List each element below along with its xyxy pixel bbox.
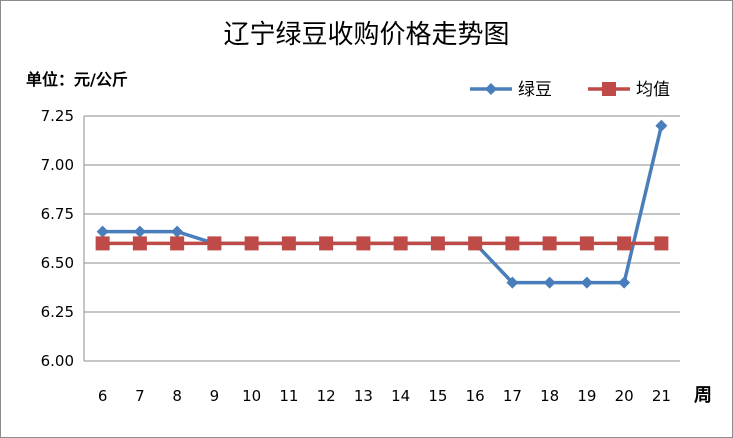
x-tick-label: 16 — [466, 387, 485, 405]
data-point-marker — [95, 236, 110, 251]
data-point-marker — [655, 119, 668, 132]
unit-label: 单位：元/公斤 — [26, 70, 128, 89]
data-point-marker — [393, 236, 408, 251]
x-tick-label: 6 — [98, 387, 108, 405]
data-point-marker — [356, 236, 371, 251]
legend-marker — [485, 83, 497, 95]
series-line-0 — [102, 125, 664, 285]
y-axis-ticks: 6.00 6.25 6.50 6.75 7.00 7.25 — [41, 107, 74, 370]
series-group — [95, 119, 669, 289]
data-point-marker — [468, 236, 483, 251]
data-point-marker — [244, 236, 259, 251]
y-tick-label: 6.75 — [41, 205, 74, 223]
gridlines — [83, 115, 680, 362]
data-point-marker — [542, 236, 557, 251]
data-point-marker — [319, 236, 334, 251]
x-axis-ticks: 6 7 8 9 10 11 12 13 14 15 16 17 18 19 20 21 — [98, 387, 671, 405]
x-tick-label: 9 — [210, 387, 220, 405]
data-point-marker — [171, 225, 184, 238]
x-tick-label: 18 — [540, 387, 559, 405]
data-point-marker — [96, 225, 109, 238]
data-point-marker — [505, 236, 520, 251]
y-tick-label: 7.25 — [41, 107, 74, 125]
y-tick-label: 6.50 — [41, 254, 74, 272]
x-tick-label: 7 — [135, 387, 145, 405]
data-point-marker — [170, 236, 185, 251]
data-point-marker — [580, 276, 593, 289]
data-point-marker — [654, 236, 669, 251]
legend: 绿豆 均值 — [470, 80, 670, 100]
x-tick-label: 8 — [172, 387, 182, 405]
x-tick-label: 14 — [391, 387, 410, 405]
data-point-marker — [506, 276, 519, 289]
y-tick-label: 6.25 — [41, 303, 74, 321]
data-point-marker — [207, 236, 222, 251]
x-tick-label: 21 — [652, 387, 671, 405]
y-tick-label: 7.00 — [41, 156, 74, 174]
data-point-marker — [579, 236, 594, 251]
data-point-marker — [132, 236, 147, 251]
data-point-marker — [430, 236, 445, 251]
chart-title: 辽宁绿豆收购价格走势图 — [223, 20, 510, 50]
x-tick-label: 11 — [279, 387, 298, 405]
x-tick-label: 19 — [577, 387, 596, 405]
x-tick-label: 10 — [242, 387, 261, 405]
x-tick-label: 13 — [354, 387, 373, 405]
legend-label: 绿豆 — [518, 80, 552, 100]
x-tick-label: 17 — [503, 387, 522, 405]
legend-marker — [602, 82, 616, 96]
legend-label: 均值 — [636, 80, 670, 100]
data-point-marker — [281, 236, 296, 251]
x-tick-label: 15 — [428, 387, 447, 405]
data-point-marker — [617, 236, 632, 251]
x-tick-label: 12 — [317, 387, 336, 405]
x-axis-label: 周 — [694, 385, 712, 406]
data-point-marker — [133, 225, 146, 238]
data-point-marker — [543, 276, 556, 289]
data-point-marker — [618, 276, 631, 289]
y-tick-label: 6.00 — [41, 352, 74, 370]
x-tick-label: 20 — [615, 387, 634, 405]
